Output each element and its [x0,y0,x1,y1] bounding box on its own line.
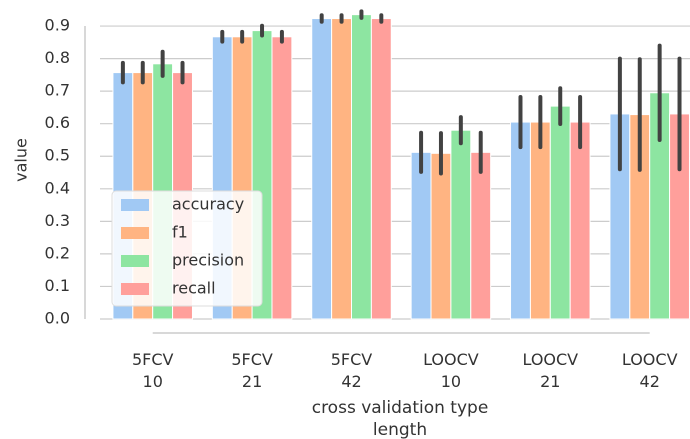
y-tick-label: 0.2 [45,243,70,262]
y-tick-label: 0.7 [45,81,70,100]
bar [510,121,531,320]
y-tick-label: 0.3 [45,211,70,230]
bar [470,151,492,320]
legend-label: precision [172,251,244,270]
bar [410,151,432,320]
bar [450,129,472,320]
legend-label: f1 [172,223,188,242]
legend-label: recall [172,279,216,298]
bar [271,36,293,320]
legend-label: accuracy [172,195,244,214]
bar [430,152,452,320]
bar [529,121,551,320]
x-tick-label: LOOCV 42 [622,350,678,391]
bar [351,14,372,320]
x-axis-label: cross validation type length [312,398,489,439]
x-tick-label: 5FCV 21 [231,350,273,391]
y-axis-label: value [12,138,31,182]
y-tick-label: 0.6 [45,113,70,132]
legend-swatch [121,283,149,295]
bar [370,18,392,320]
bar [569,121,591,320]
legend-swatch [121,255,149,267]
x-tick-label: LOOCV 21 [522,350,578,391]
bar [331,18,352,320]
x-tick-label: 5FCV 42 [331,350,373,391]
bar [311,18,333,320]
legend-swatch [121,227,149,239]
x-tick-label: 5FCV 10 [132,350,174,391]
y-tick-label: 0.4 [45,178,70,197]
y-tick-label: 0.5 [45,146,70,165]
legend-swatch [121,199,149,211]
x-tick-label: LOOCV 10 [423,350,479,391]
y-tick-label: 0.0 [45,309,70,328]
bar [549,105,571,320]
y-tick-label: 0.9 [45,16,70,35]
y-tick-label: 0.1 [45,276,70,295]
legend-box [111,190,263,307]
y-tick-label: 0.8 [45,48,70,67]
